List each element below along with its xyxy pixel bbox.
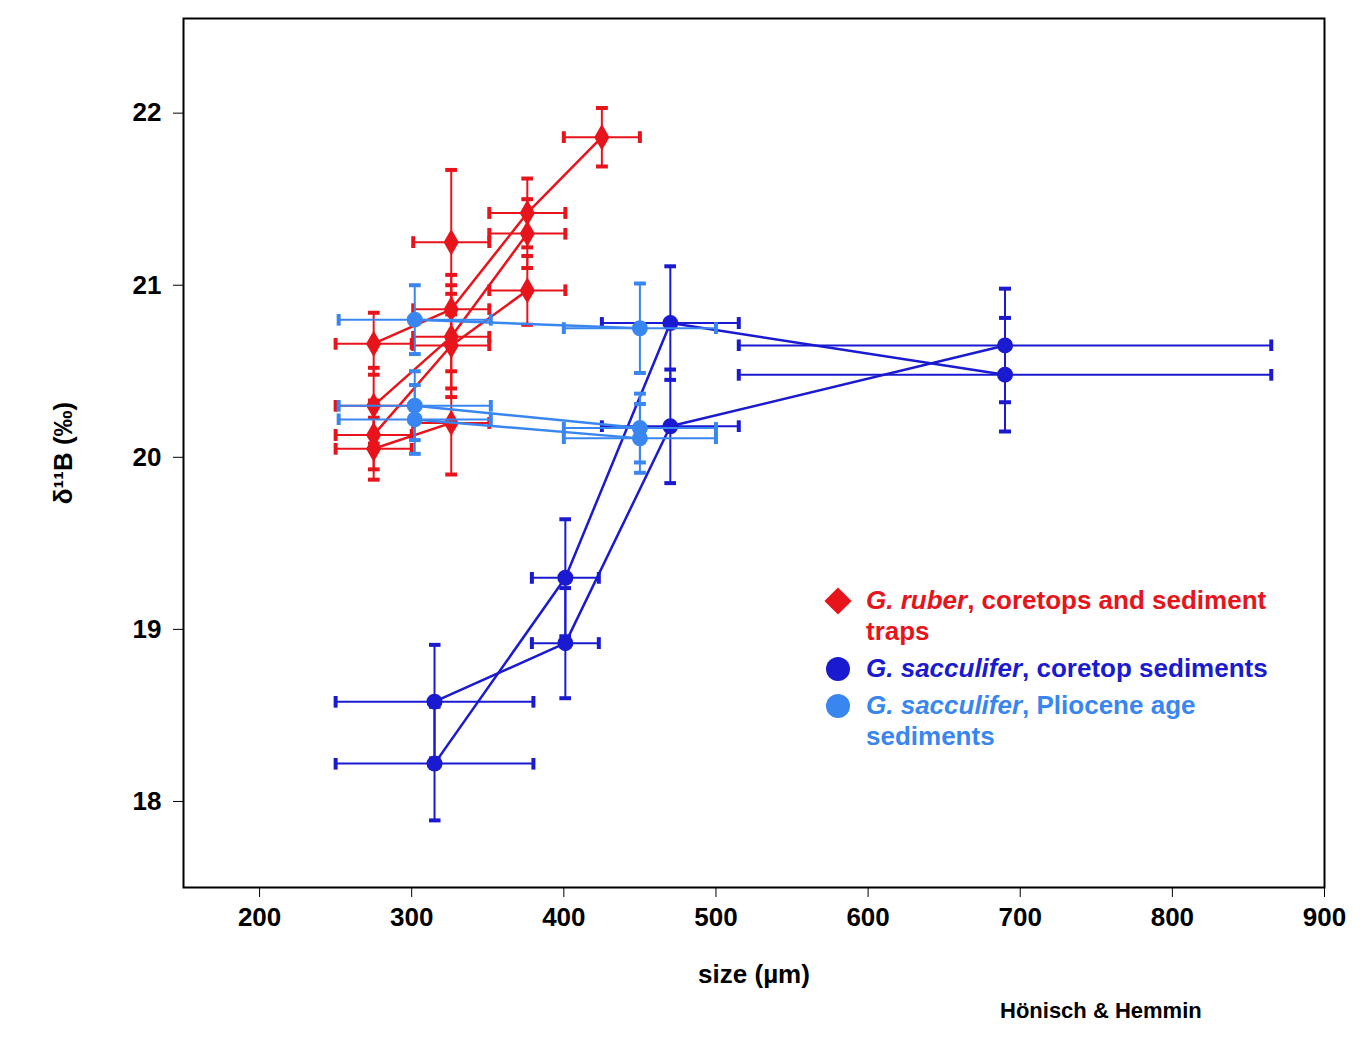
html-text:Hönisch & Hemmin: Hönisch & Hemmin: [1000, 998, 1202, 1023]
svg-text:700: 700: [999, 902, 1042, 932]
svg-text:800: 800: [1151, 902, 1194, 932]
svg-text:900: 900: [1303, 902, 1346, 932]
svg-text:δ¹¹B (‰): δ¹¹B (‰): [48, 402, 78, 504]
html-text:G. sacculifer, Pliocene age se: G. sacculifer, Pliocene age sediments: [866, 690, 1196, 751]
svg-text:300: 300: [390, 902, 433, 932]
html-text:G. sacculifer, coretop sedimen: G. sacculifer, coretop sediments: [866, 653, 1268, 683]
svg-text:600: 600: [846, 902, 889, 932]
svg-text:200: 200: [238, 902, 281, 932]
svg-text:18: 18: [133, 786, 162, 816]
svg-text:21: 21: [133, 270, 162, 300]
svg-text:20: 20: [133, 442, 162, 472]
html-text:G. ruber, coretops and sedimen: G. ruber, coretops and sediment traps: [866, 585, 1267, 646]
svg-text:size (µm): size (µm): [698, 959, 810, 989]
svg-text:19: 19: [133, 614, 162, 644]
svg-text:22: 22: [133, 97, 162, 127]
svg-text:500: 500: [694, 902, 737, 932]
svg-text:400: 400: [542, 902, 585, 932]
